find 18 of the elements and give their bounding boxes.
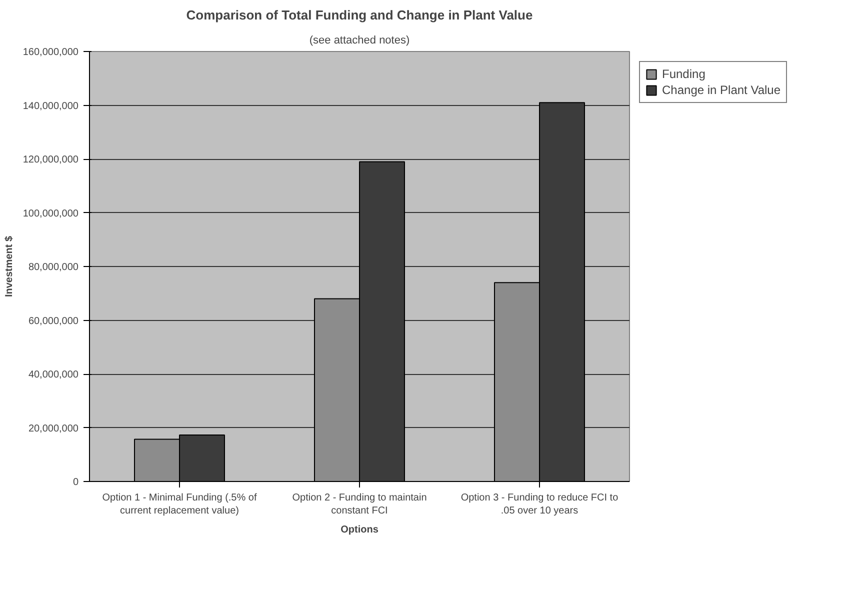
chart-subtitle: (see attached notes) <box>309 34 410 46</box>
x-tick-label: Option 2 - Funding to maintain constant FCI <box>292 492 427 517</box>
legend-label: Change in Plant Value <box>662 83 781 97</box>
y-tick-label: 80,000,000 <box>28 262 79 273</box>
legend-label: Funding <box>662 67 706 81</box>
x-tick-label: Option 3 - Funding to reduce FCI to .05 over 10 years <box>460 492 619 517</box>
x-axis-title: Options <box>340 524 379 536</box>
y-tick-label: 40,000,000 <box>28 370 79 380</box>
y-tick-label: 120,000,000 <box>22 154 79 166</box>
y-tick-label: 20,000,000 <box>28 423 79 434</box>
chart-title: Comparison of Total Funding and Change in Plant Value <box>186 8 533 22</box>
y-tick-label: 100,000,000 <box>22 208 79 220</box>
y-tick-label: 0 <box>72 477 79 488</box>
y-tick-label: 160,000,000 <box>22 47 79 58</box>
x-tick-label: Option 1 - Minimal Funding (.5% of current replacement value) <box>102 492 257 517</box>
y-axis-title: Investment $ <box>4 235 15 298</box>
y-tick-label: 140,000,000 <box>22 100 79 112</box>
y-tick-label: 60,000,000 <box>28 316 79 327</box>
